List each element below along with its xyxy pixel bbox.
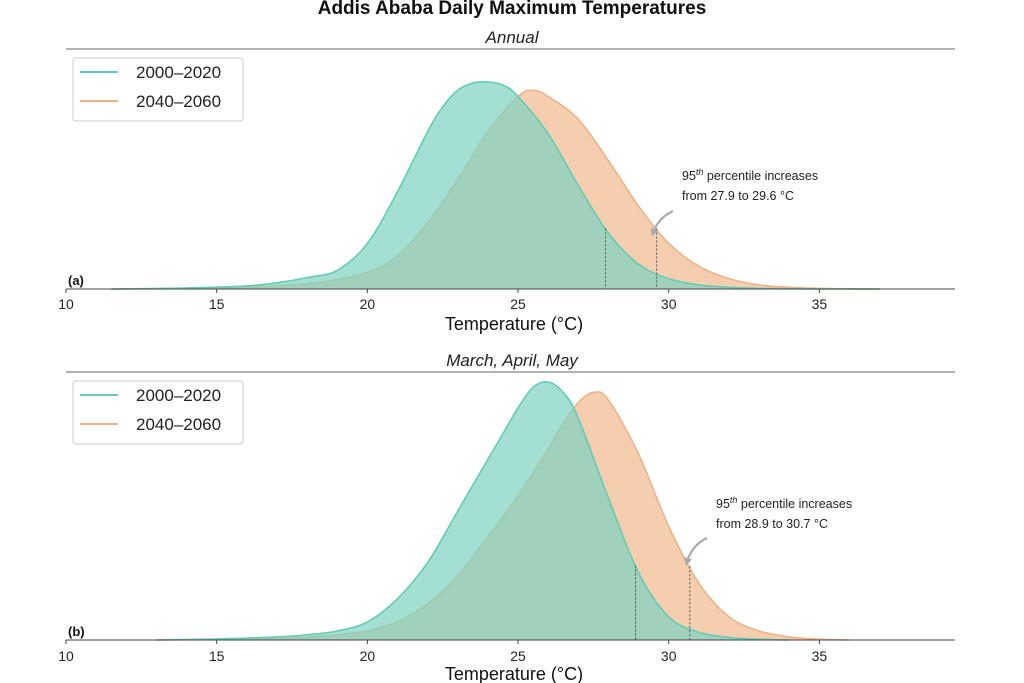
legend-label-2000-2020: 2000–2020 — [136, 386, 221, 405]
annotation-line-2: from 28.9 to 30.7 °C — [716, 517, 828, 531]
annotation-percentile-text: percentile increases — [703, 169, 818, 183]
x-axis-label: Temperature (°C) — [445, 664, 583, 683]
x-tick-label: 30 — [661, 648, 677, 664]
x-tick-label: 25 — [510, 648, 526, 664]
chart-title: Addis Ababa Daily Maximum Temperatures — [318, 0, 707, 19]
panel-subtitle: March, April, May — [446, 351, 579, 370]
density-area-2040-2060 — [156, 391, 850, 640]
legend-box — [72, 380, 244, 445]
x-tick-label: 20 — [360, 648, 376, 664]
x-tick-label: 30 — [661, 296, 677, 312]
annotation-line-2: from 27.9 to 29.6 °C — [682, 189, 794, 203]
annotation-line-1: 95th percentile increases — [716, 495, 852, 511]
panel-subtitle: Annual — [485, 28, 540, 47]
legend-label-2000-2020: 2000–2020 — [136, 63, 221, 82]
panel-b: March, April, May 10 15 20 25 30 35 Temperature… — [58, 351, 955, 683]
panel-a: Annual 10 15 20 25 30 35 Temperature (°C) (a) 200… — [58, 28, 955, 334]
x-tick-label: 35 — [812, 296, 828, 312]
x-tick-label: 20 — [360, 296, 376, 312]
annotation-arrow — [650, 210, 674, 237]
annotation-95: 95 — [716, 497, 730, 511]
x-tick-label: 15 — [209, 296, 225, 312]
density-area-2000-2020 — [156, 381, 790, 640]
density-line-2000-2020 — [156, 380, 790, 641]
panel-label: (b) — [68, 624, 85, 639]
annotation-line-1: 95th percentile increases — [682, 167, 818, 183]
density-line-2000-2020 — [111, 81, 880, 290]
x-tick-label: 35 — [812, 648, 828, 664]
annotation-percentile-text: percentile increases — [737, 497, 852, 511]
x-tick-label: 25 — [510, 296, 526, 312]
annotation-95: 95 — [682, 169, 696, 183]
density-area-2000-2020 — [111, 81, 880, 290]
panels: Annual 10 15 20 25 30 35 Temperature (°C) (a) 200… — [58, 28, 955, 683]
annotation-superscript: th — [730, 495, 738, 505]
legend-label-2040-2060: 2040–2060 — [136, 415, 221, 434]
annotation-arrow — [684, 537, 708, 566]
panel-label: (a) — [68, 273, 84, 288]
x-tick-label: 10 — [58, 648, 74, 664]
legend-box — [72, 57, 244, 122]
legend-label-2040-2060: 2040–2060 — [136, 92, 221, 111]
annotation-superscript: th — [696, 167, 704, 177]
x-tick-label: 10 — [58, 296, 74, 312]
x-axis-label: Temperature (°C) — [445, 314, 583, 334]
x-tick-label: 15 — [209, 648, 225, 664]
